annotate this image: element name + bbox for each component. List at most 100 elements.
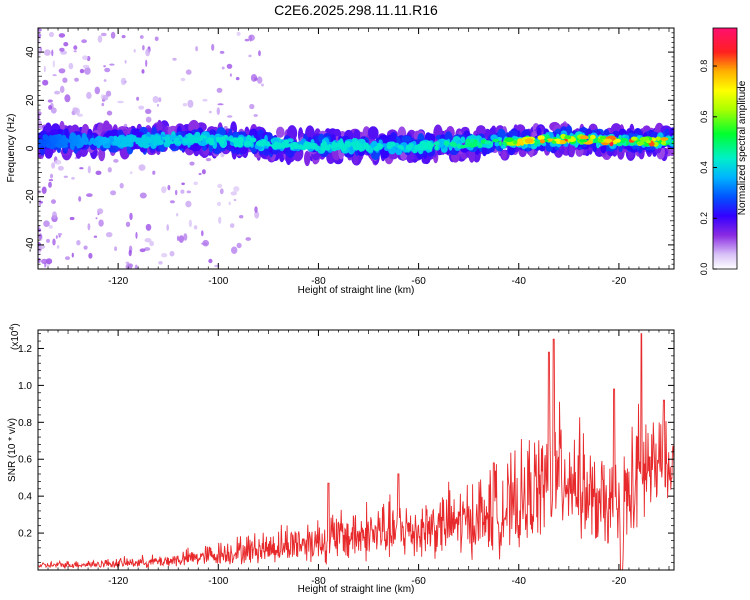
noise-blob [180,77,186,82]
noise-blob [77,113,83,117]
noise-blob [110,190,117,196]
noise-blob [87,223,91,231]
noise-blob [48,181,52,188]
signal-blob [55,141,64,149]
signal-core [645,140,652,144]
signal-blob [600,143,607,154]
noise-blob [169,200,175,204]
signal-blob [237,136,244,143]
noise-blob [186,190,191,194]
signal-blob [358,145,363,152]
signal-blob [481,143,490,148]
signal-blob [286,143,293,148]
noise-blob [157,103,159,107]
noise-blob [183,233,188,241]
noise-blob [152,170,156,175]
noise-blob [217,183,223,189]
signal-core [504,137,514,143]
noise-blob [221,66,225,70]
noise-blob [38,33,42,38]
noise-blob [233,186,240,192]
noise-blob [74,107,81,115]
noise-blob [102,94,109,101]
signal-blob [265,143,272,147]
noise-blob [249,35,252,42]
noise-blob [110,31,116,39]
signal-blob [377,143,384,149]
noise-blob [46,238,50,243]
spectrogram-y-tick-label: 0 [25,145,36,151]
signal-blob [484,140,492,145]
signal-blob [71,141,77,145]
signal-blob [264,148,271,155]
noise-blob [125,221,131,227]
signal-blob [121,139,127,146]
noise-blob [94,86,101,95]
noise-blob [218,216,222,224]
noise-blob [161,253,168,258]
noise-blob [216,107,220,115]
noise-blob [226,63,233,69]
noise-blob [254,210,260,219]
noise-blob [114,246,118,251]
noise-blob [154,36,159,42]
noise-blob [65,256,70,260]
spectrogram-x-tick-label: -80 [311,276,326,287]
noise-blob [145,223,152,231]
noise-blob [86,193,93,198]
signal-blob [501,150,507,160]
noise-blob [55,235,58,239]
noise-blob [105,90,112,97]
signal-blob [434,145,439,151]
signal-blob [165,139,173,144]
signal-core [564,135,572,140]
noise-blob [51,162,56,169]
noise-blob [175,189,178,196]
noise-blob [79,68,85,74]
signal-blob [61,139,67,145]
noise-blob [48,105,53,110]
noise-blob [113,159,119,163]
signal-blob [386,144,392,150]
snr-x-tick-label: -20 [612,576,627,587]
signal-blob [275,143,282,149]
noise-blob [230,191,237,196]
noise-blob [123,80,127,84]
figure-title: C2E6.2025.298.11.11.R16 [274,2,438,18]
signal-blob [207,138,214,144]
noise-blob [149,240,155,247]
signal-blob [191,138,197,143]
noise-blob [38,233,42,240]
noise-blob [219,50,225,54]
snr-y-multiplier-base: (x10 [10,330,21,350]
noise-blob [43,220,50,227]
noise-blob [83,245,88,250]
noise-blob [41,258,48,264]
signal-core [636,141,645,146]
spectrogram-heatmap [38,28,674,269]
noise-blob [182,103,188,107]
signal-blob [270,144,277,148]
noise-blob [201,230,204,237]
noise-blob [107,167,112,173]
noise-blob [100,32,107,37]
signal-blob [233,141,238,148]
signal-blob [498,140,502,146]
noise-blob [39,201,44,204]
signal-core [655,136,661,141]
noise-blob [41,186,47,194]
signal-blob [154,139,160,143]
noise-blob [129,212,133,221]
noise-blob [121,35,126,39]
noise-blob [101,102,105,107]
spectrogram-axes: -120 -100 -80 -60 -40 -20 -40 -20 0 20 40 [25,28,674,287]
noise-blob [81,39,87,44]
signal-blob [363,143,370,150]
noise-blob [97,35,103,43]
noise-blob [236,31,241,36]
noise-blob [54,159,62,165]
noise-blob [231,246,238,254]
snr-series-line [38,333,674,570]
signal-blob [38,138,43,142]
